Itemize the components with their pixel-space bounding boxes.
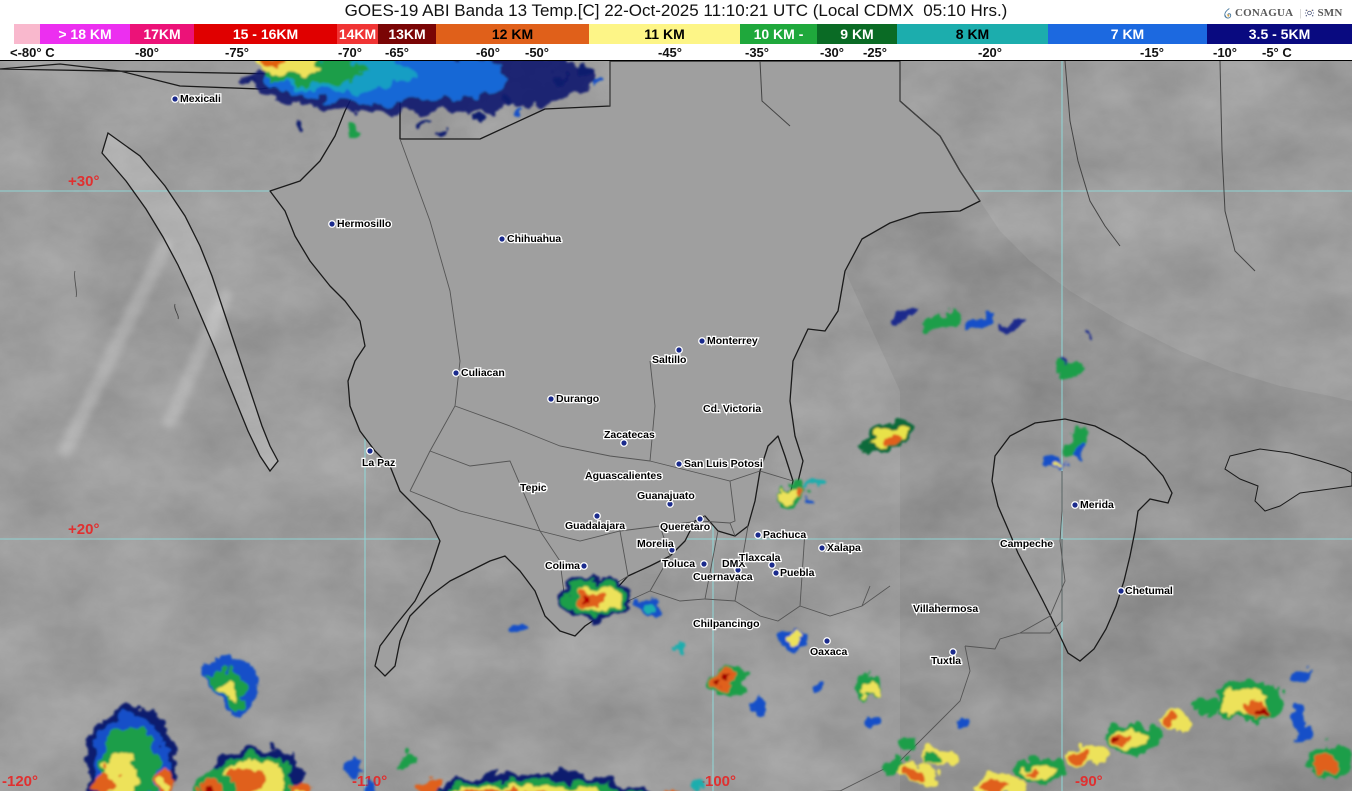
- svg-text:Tlaxcala: Tlaxcala: [739, 552, 781, 564]
- svg-text:Saltillo: Saltillo: [652, 354, 686, 366]
- svg-text:La Paz: La Paz: [362, 457, 395, 469]
- svg-text:Campeche: Campeche: [1000, 538, 1053, 550]
- svg-text:Puebla: Puebla: [780, 567, 815, 579]
- svg-text:Xalapa: Xalapa: [827, 542, 861, 554]
- svg-text:Cuernavaca: Cuernavaca: [693, 571, 753, 583]
- svg-text:-120°: -120°: [2, 773, 38, 790]
- svg-text:Monterrey: Monterrey: [707, 335, 758, 347]
- svg-text:Oaxaca: Oaxaca: [810, 646, 848, 658]
- svg-text:Tepic: Tepic: [520, 482, 547, 494]
- svg-text:Morelia: Morelia: [637, 538, 674, 550]
- svg-text:Cd. Victoria: Cd. Victoria: [703, 403, 761, 415]
- svg-text:-90°: -90°: [1075, 773, 1103, 790]
- svg-text:Merida: Merida: [1080, 499, 1114, 511]
- svg-text:Pachuca: Pachuca: [763, 529, 806, 541]
- svg-text:Guanajuato: Guanajuato: [637, 490, 695, 502]
- svg-text:Toluca: Toluca: [662, 558, 695, 570]
- svg-text:Colima: Colima: [545, 560, 580, 572]
- svg-text:Hermosillo: Hermosillo: [337, 218, 391, 230]
- svg-text:Chilpancingo: Chilpancingo: [693, 618, 760, 630]
- svg-text:Culiacan: Culiacan: [461, 367, 505, 379]
- svg-text:Mexicali: Mexicali: [180, 93, 221, 105]
- svg-text:San Luis Potosi: San Luis Potosi: [684, 458, 763, 470]
- svg-text:Queretaro: Queretaro: [660, 521, 710, 533]
- svg-text:Villahermosa: Villahermosa: [913, 603, 978, 615]
- svg-text:+30°: +30°: [68, 173, 99, 190]
- svg-text:Zacatecas: Zacatecas: [604, 429, 655, 441]
- svg-text:Guadalajara: Guadalajara: [565, 520, 625, 532]
- svg-text:Tuxtla: Tuxtla: [931, 655, 961, 667]
- svg-text:+20°: +20°: [68, 521, 99, 538]
- svg-text:Chetumal: Chetumal: [1125, 585, 1173, 597]
- svg-text:Durango: Durango: [556, 393, 599, 405]
- svg-text:Chihuahua: Chihuahua: [507, 233, 561, 245]
- svg-text:Aguascalientes: Aguascalientes: [585, 470, 662, 482]
